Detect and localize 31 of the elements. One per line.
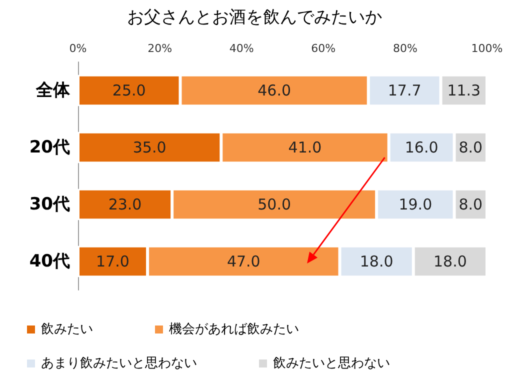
data-label: 23.0	[108, 196, 142, 214]
x-tick-label: 100%	[471, 42, 503, 55]
data-label: 8.0	[458, 138, 483, 156]
y-tick-label: 全体	[35, 80, 71, 100]
data-label: 17.7	[388, 82, 422, 100]
data-label: 18.0	[433, 252, 467, 270]
legend-label: 機会があれば飲みたい	[169, 322, 299, 337]
data-label: 19.0	[398, 196, 432, 214]
legend-label: あまり飲みたいと思わない	[41, 356, 197, 371]
data-label: 18.0	[360, 252, 394, 270]
data-label: 46.0	[258, 82, 292, 100]
data-label: 41.0	[288, 138, 322, 156]
data-label: 16.0	[404, 138, 438, 156]
legend-label: 飲みたいと思わない	[273, 356, 390, 371]
x-tick-label: 80%	[392, 42, 418, 55]
data-label: 47.0	[226, 252, 260, 270]
data-label: 25.0	[112, 82, 146, 100]
x-tick-label: 0%	[69, 42, 87, 55]
data-label: 17.0	[96, 252, 130, 270]
legend-label: 飲みたい	[41, 322, 93, 337]
x-tick-label: 60%	[311, 42, 336, 55]
data-label: 50.0	[258, 196, 292, 214]
y-tick-label: 30代	[29, 194, 70, 214]
y-tick-label: 40代	[29, 252, 70, 272]
x-tick-label: 40%	[229, 42, 254, 55]
data-label: 35.0	[132, 138, 166, 156]
y-tick-label: 20代	[29, 138, 70, 158]
data-label: 8.0	[458, 196, 483, 214]
data-label: 11.3	[447, 82, 481, 100]
chart-title: お父さんとお酒を飲んでみたいか	[127, 8, 382, 28]
x-tick-label: 20%	[148, 42, 172, 55]
